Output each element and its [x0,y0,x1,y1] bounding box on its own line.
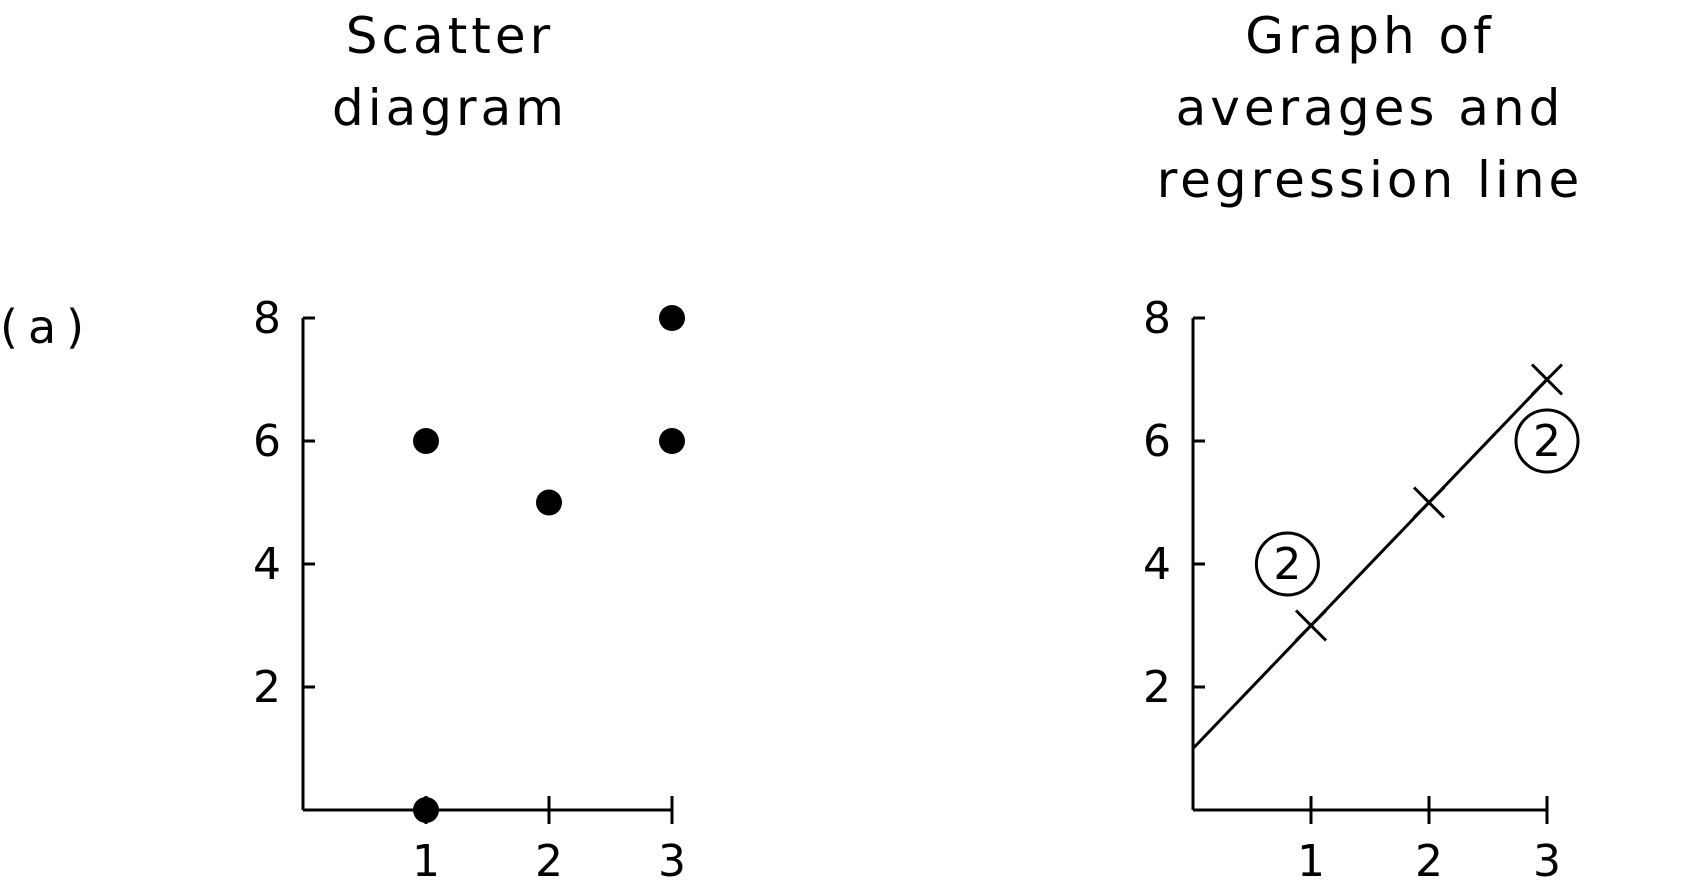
x-tick-label: 1 [1297,836,1325,881]
x-tick-label: 2 [1415,836,1443,881]
scatter-chart-title: Scatter diagram [240,0,660,144]
count-annotation: 2 [1514,408,1580,474]
average-marker [1412,486,1446,519]
count-annotation-circle [1514,408,1580,474]
averages-chart: 2 4 6 8 1 2 3 2 2 [1143,293,1580,881]
y-tick-label: 4 [253,539,281,590]
scatter-title-line-1: Scatter [345,7,555,65]
averages-chart-title: Graph of averages and regression line [1060,0,1680,216]
scatter-point [413,428,439,454]
count-annotation: 2 [1254,531,1320,597]
y-tick-label: 6 [253,416,281,467]
average-marker [1530,363,1564,396]
averages-title-line-2: averages and [1175,79,1565,137]
scatter-chart: 2 4 6 8 1 2 3 [253,293,686,881]
averages-title-line-3: regression line [1156,151,1584,209]
scatter-title-line-2: diagram [332,79,568,137]
scatter-point [536,489,562,516]
x-tick-label: 3 [1533,836,1561,881]
averages-title-line-1: Graph of [1245,7,1495,65]
x-tick-label: 3 [658,836,686,881]
panel-label: (a) [0,300,95,354]
average-marker-stroke [1530,363,1564,396]
x-tick-label: 2 [535,836,563,881]
y-tick-label: 8 [253,293,281,344]
x-tick-label: 1 [412,836,440,881]
count-annotation-label: 2 [1533,416,1561,467]
regression-line [1191,378,1549,750]
count-annotation-circle [1254,531,1320,597]
y-tick-label: 2 [253,662,281,713]
y-tick-label: 4 [1143,539,1171,590]
scatter-point [659,428,685,454]
scatter-point [413,797,439,823]
average-marker-stroke [1412,486,1446,519]
y-tick-label: 2 [1143,662,1171,713]
average-marker [1294,609,1328,642]
count-annotation-label: 2 [1273,539,1301,590]
y-tick-label: 6 [1143,416,1171,467]
y-tick-label: 8 [1143,293,1171,344]
average-marker-stroke [1294,609,1328,642]
scatter-point [659,305,685,331]
